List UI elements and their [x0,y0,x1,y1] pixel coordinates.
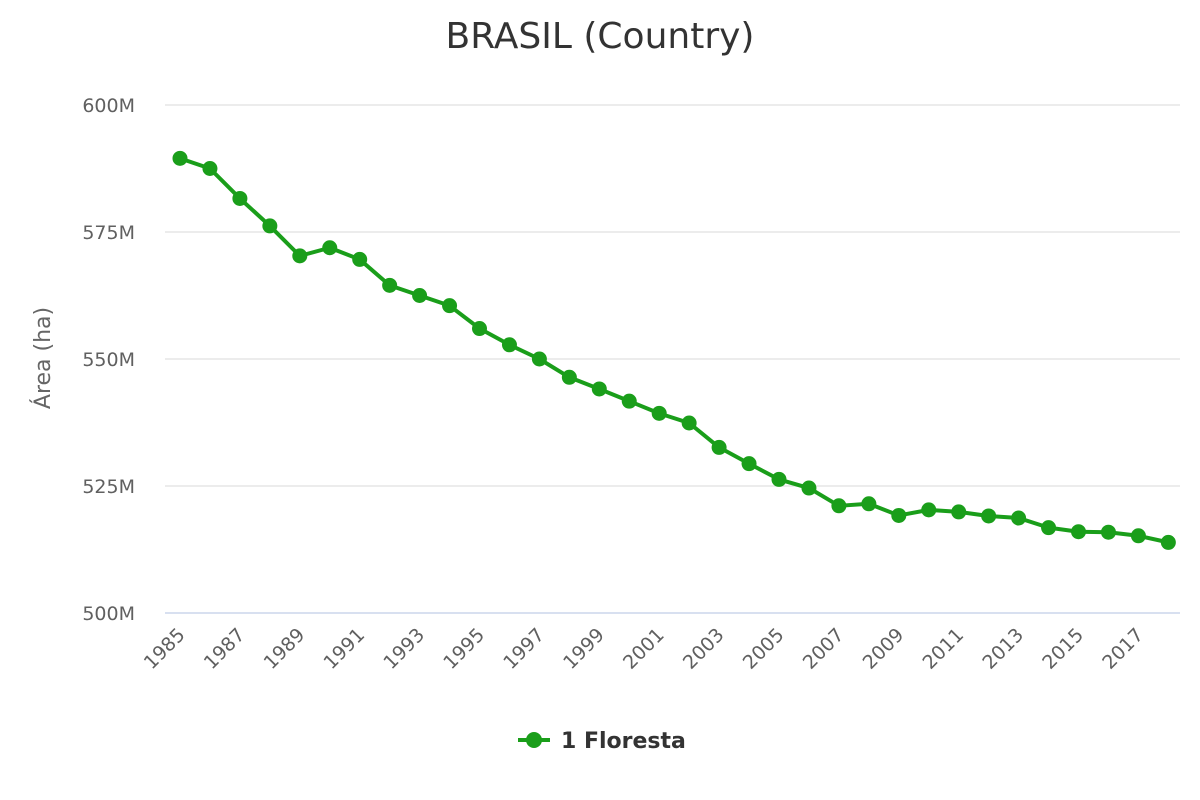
data-point-1998[interactable] [561,369,577,385]
x-tick-label: 1999 [559,624,609,674]
data-point-1995[interactable] [472,321,487,337]
x-tick-label: 1991 [319,624,369,674]
x-tick-label: 1985 [140,624,190,674]
data-point-1990[interactable] [322,240,338,256]
data-point-2003[interactable] [711,439,727,455]
series-floresta [172,150,1176,550]
x-tick-label: 2001 [619,624,669,674]
x-tick-label: 2015 [1038,624,1088,674]
data-point-1999[interactable] [591,381,607,397]
data-point-2015[interactable] [1071,524,1086,540]
x-tick-label: 1995 [439,624,489,674]
data-point-1988[interactable] [262,218,278,234]
legend[interactable]: 1 Floresta [518,729,686,754]
x-tick-label: 1989 [260,624,310,674]
y-tick-label: 575M [82,222,135,244]
x-tick-label: 2003 [679,624,729,674]
data-point-1986[interactable] [202,161,218,176]
data-point-2009[interactable] [891,507,907,523]
data-point-2018[interactable] [1160,534,1176,550]
data-point-1994[interactable] [442,298,458,314]
data-point-2001[interactable] [651,405,667,421]
data-point-1987[interactable] [232,190,248,206]
data-point-2004[interactable] [741,456,757,472]
data-point-1985[interactable] [172,150,188,166]
legend-swatch-marker [526,732,542,748]
legend-item-floresta[interactable]: 1 Floresta [561,729,686,754]
x-tick-label: 2013 [978,624,1028,674]
data-point-2005[interactable] [771,471,787,487]
data-point-1993[interactable] [412,288,428,303]
x-tick-label: 2011 [918,624,968,674]
data-point-2016[interactable] [1100,524,1116,540]
x-tick-label: 1993 [379,624,429,674]
x-tick-label: 1987 [200,624,250,674]
data-point-1991[interactable] [352,251,368,267]
x-tick-label: 2005 [739,624,789,674]
x-tick-label: 2017 [1098,624,1148,674]
y-tick-label: 550M [82,349,135,371]
data-point-2006[interactable] [801,480,817,496]
x-tick-label: 2009 [859,624,909,674]
data-point-1996[interactable] [501,337,517,353]
y-axis-ticks: 500M 525M 550M 575M 600M [82,95,135,625]
chart-title: BRASIL (Country) [446,16,755,57]
y-tick-label: 500M [82,603,135,625]
data-point-2011[interactable] [951,504,967,520]
data-point-2007[interactable] [831,498,847,514]
grid-lines [165,104,1180,614]
y-axis-label: Área (ha) [30,307,56,409]
data-point-2008[interactable] [861,496,877,512]
data-point-2017[interactable] [1130,528,1146,544]
y-tick-label: 525M [82,476,135,498]
series-line [179,156,1169,545]
y-tick-label: 600M [82,95,135,117]
data-point-2002[interactable] [681,415,697,431]
data-point-2000[interactable] [621,393,637,409]
data-point-2014[interactable] [1041,520,1057,536]
data-point-2012[interactable] [981,508,997,524]
x-tick-label: 2007 [799,624,849,674]
x-tick-label: 1997 [499,624,549,674]
data-point-2013[interactable] [1011,510,1027,526]
data-point-1997[interactable] [531,351,547,367]
data-point-1992[interactable] [382,277,398,293]
x-axis-ticks: 1985 1987 1989 1991 1993 1995 1997 1999 2001 2003… [140,624,1148,674]
data-point-2010[interactable] [921,502,937,518]
data-point-1989[interactable] [292,248,308,264]
